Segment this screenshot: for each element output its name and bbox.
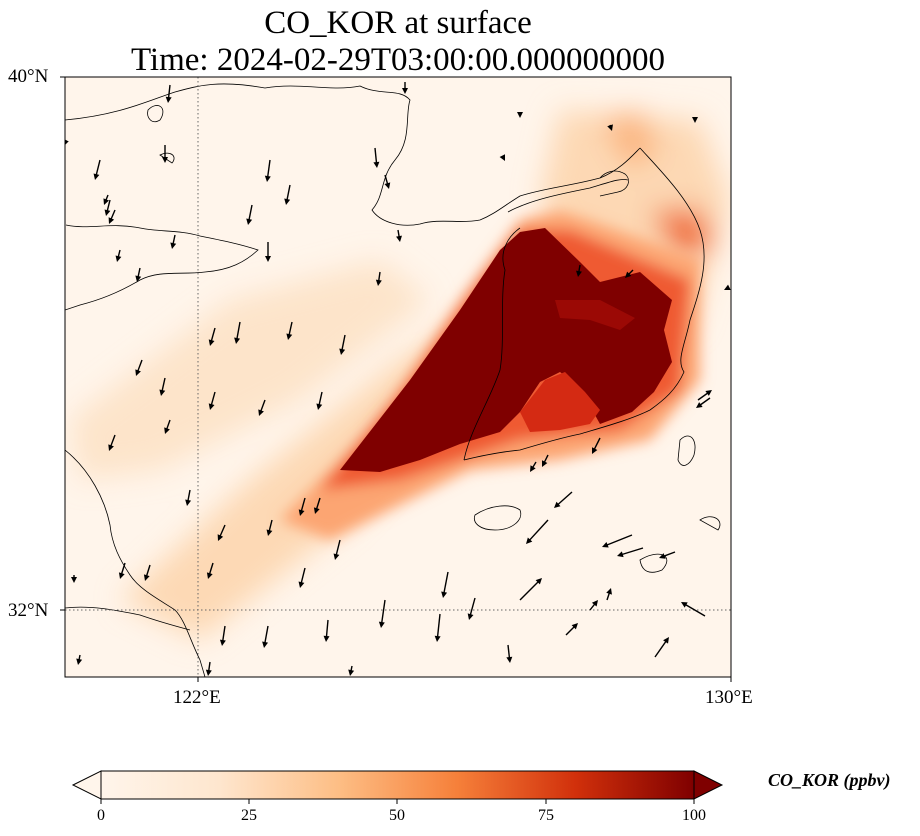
colorbar-title: CO_KOR (ppbv) xyxy=(768,770,891,790)
map-frame xyxy=(64,76,732,678)
wind-arrow xyxy=(135,267,142,282)
wind-arrow xyxy=(265,242,271,262)
wind-arrow xyxy=(348,665,355,676)
wind-arrow xyxy=(164,419,171,434)
wind-arrow xyxy=(606,588,612,601)
wind-arrow xyxy=(576,264,582,277)
wind-arrow xyxy=(554,491,573,508)
wind-arrow xyxy=(323,619,330,642)
gridlines xyxy=(65,77,731,677)
colorbar-min-extend xyxy=(71,770,102,800)
wind-arrow xyxy=(234,321,241,344)
wind-vectors xyxy=(65,82,731,676)
map-time-subtitle: Time: 2024-02-29T03:00:00.000000000 xyxy=(130,42,666,78)
wind-arrow xyxy=(266,519,273,536)
wind-arrow xyxy=(375,271,382,286)
wind-arrow xyxy=(264,159,271,182)
wind-arrow xyxy=(724,284,731,290)
wind-arrow xyxy=(258,399,266,416)
wind-arrow xyxy=(530,461,537,472)
wind-arrow xyxy=(542,454,549,467)
colorbar-gradient xyxy=(100,770,695,800)
wind-arrow xyxy=(681,602,706,617)
wind-arrow xyxy=(313,497,321,514)
wind-arrow xyxy=(607,124,613,131)
wind-arrow xyxy=(246,204,253,225)
wind-arrow xyxy=(333,539,341,560)
wind-arrow xyxy=(185,489,192,506)
wind-arrow xyxy=(298,497,306,516)
wind-arrow xyxy=(467,597,476,620)
wind-arrow xyxy=(441,571,449,598)
colorbar-tick-75: 75 xyxy=(538,807,554,824)
wind-arrow xyxy=(506,644,513,663)
wind-arrow xyxy=(286,321,293,340)
wind-arrow xyxy=(205,661,212,676)
wind-arrow xyxy=(262,625,269,648)
wind-arrow xyxy=(219,625,226,646)
wind-arrow xyxy=(115,249,122,262)
wind-arrow xyxy=(71,575,77,583)
colorbar-max-extend xyxy=(693,770,724,800)
wind-arrow xyxy=(143,564,151,581)
wind-arrow xyxy=(625,269,634,278)
lat-label-32n: 32°N xyxy=(8,600,49,621)
wind-arrow xyxy=(617,547,644,558)
wind-arrow xyxy=(316,391,323,410)
wind-arrow xyxy=(592,437,601,454)
wind-arrow xyxy=(499,154,505,161)
wind-arrow xyxy=(517,112,523,118)
wind-arrow xyxy=(206,562,214,579)
wind-arrow xyxy=(373,147,380,168)
wind-arrow xyxy=(692,117,698,123)
colorbar xyxy=(71,770,724,804)
wind-arrow xyxy=(402,82,408,94)
lat-label-40n: 40°N xyxy=(8,66,49,87)
wind-arrow xyxy=(118,562,126,579)
wind-arrow xyxy=(76,654,83,665)
coastlines xyxy=(65,83,721,677)
wind-arrow xyxy=(659,551,676,559)
wind-arrow xyxy=(697,390,712,401)
wind-arrow xyxy=(378,599,386,628)
lon-label-130e: 130°E xyxy=(705,687,753,708)
wind-arrow xyxy=(339,334,346,355)
wind-arrow xyxy=(654,637,669,658)
map-title: CO_KOR at surface xyxy=(264,5,532,41)
wind-arrow xyxy=(135,359,143,376)
wind-arrow xyxy=(602,534,633,548)
wind-arrow xyxy=(162,145,168,163)
wind-arrow xyxy=(208,327,216,346)
concentration-field-core xyxy=(340,228,672,472)
axis-ticks xyxy=(60,76,732,682)
wind-arrow xyxy=(108,434,116,451)
map-area xyxy=(65,77,731,677)
wind-arrow xyxy=(696,397,711,408)
wind-arrow xyxy=(170,234,177,249)
wind-arrow xyxy=(565,623,578,636)
wind-arrow xyxy=(434,613,441,642)
colorbar-tick-50: 50 xyxy=(389,807,405,824)
wind-arrow xyxy=(159,377,166,396)
wind-arrow xyxy=(589,600,598,611)
wind-arrow xyxy=(165,84,172,103)
wind-arrow xyxy=(298,567,306,588)
wind-arrow xyxy=(103,194,110,205)
wind-arrow xyxy=(284,184,291,205)
wind-arrow xyxy=(396,229,402,242)
wind-arrow xyxy=(108,209,116,224)
wind-arrow xyxy=(93,159,101,180)
wind-arrow xyxy=(104,199,111,216)
wind-arrow xyxy=(384,174,391,189)
wind-arrow xyxy=(208,391,216,410)
colorbar-tick-25: 25 xyxy=(241,807,257,824)
colorbar-tick-0: 0 xyxy=(97,807,105,824)
wind-arrow xyxy=(217,524,226,541)
lon-label-122e: 122°E xyxy=(173,687,221,708)
colorbar-tick-100: 100 xyxy=(682,807,706,824)
wind-arrow xyxy=(519,578,542,601)
wind-arrow xyxy=(526,519,549,544)
